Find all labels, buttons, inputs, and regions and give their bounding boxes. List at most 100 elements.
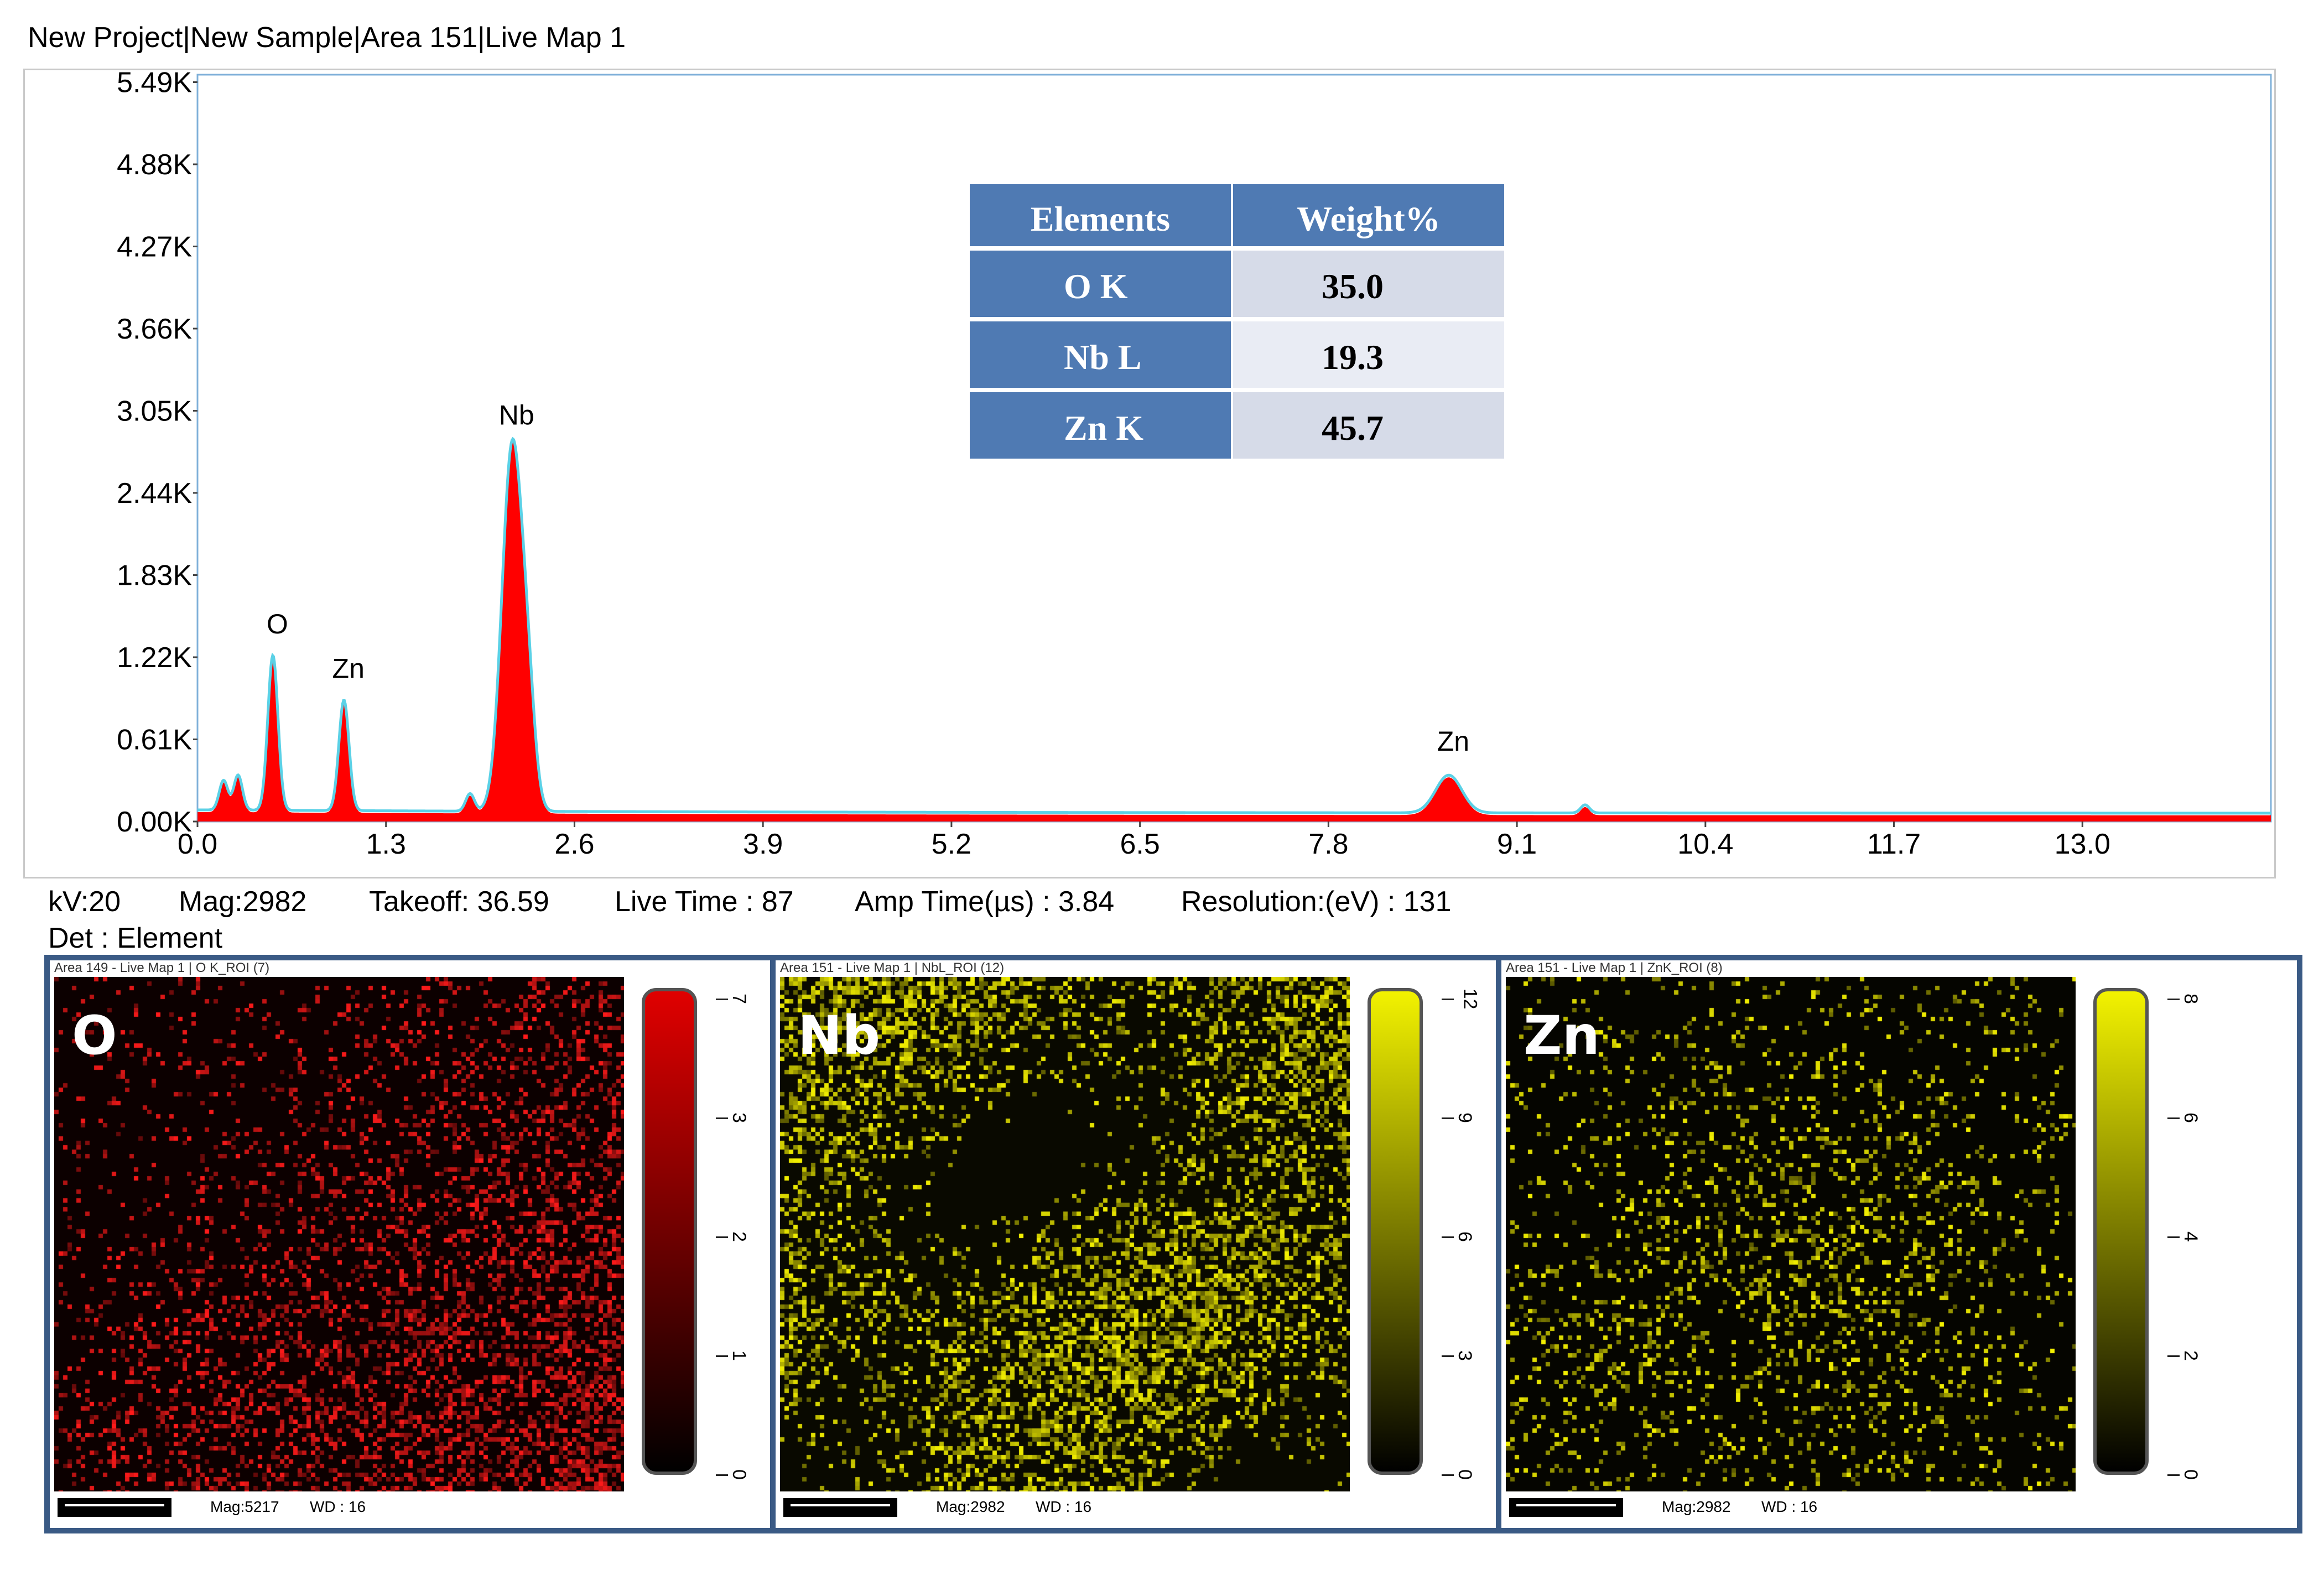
y-tick-label: 3.05K — [117, 396, 192, 428]
y-tick-label: 5.49K — [117, 70, 192, 99]
colorbar-tick-mark — [2167, 1236, 2180, 1238]
scale-bar — [783, 1498, 897, 1517]
element-maps: Area 149 - Live Map 1 | O K_ROI (7) O Ma… — [44, 955, 2302, 1533]
y-tick-label: 0.61K — [117, 724, 192, 756]
colorbar-tick-label: 2 — [2180, 1350, 2201, 1361]
map-element-label: Zn — [1524, 1005, 1600, 1067]
colorbar-tick-mark — [2167, 1355, 2180, 1357]
colorbar — [642, 988, 697, 1475]
table-element-cell — [970, 392, 1231, 459]
spectrum-line — [197, 436, 2271, 815]
colorbar-tick-mark — [716, 1117, 728, 1119]
peak-label: Zn — [1437, 726, 1469, 757]
panel-divider — [1496, 960, 1501, 1528]
map-mag: Mag:2982 — [936, 1498, 1005, 1515]
y-tick-label: 3.66K — [117, 313, 192, 345]
x-tick-label: 2.6 — [554, 828, 594, 860]
colorbar-tick-mark — [1442, 1117, 1454, 1119]
table-element-cell — [970, 251, 1231, 317]
scale-bar — [1509, 1498, 1623, 1517]
map-mag: Mag:2982 — [1662, 1498, 1731, 1515]
spectrum-fill — [197, 441, 2271, 822]
spectrum-panel: 0.00K 0.61K 1.22K 1.83K 2.44K 3.05K 3.66K 4.27K… — [23, 69, 2276, 878]
colorbar-tick-label: 9 — [1454, 1112, 1475, 1123]
colorbar-tick-label: 0 — [728, 1469, 750, 1480]
colorbar — [2093, 988, 2149, 1475]
table-value-text: 35.0 — [1322, 267, 1384, 306]
colorbar-tick-label: 0 — [2180, 1469, 2201, 1480]
map-mag: Mag:5217 — [210, 1498, 279, 1515]
map-wd: WD : 16 — [310, 1498, 366, 1515]
table-header-cell — [970, 184, 1231, 246]
map-panel-nb: Area 151 - Live Map 1 | NbL_ROI (12) Nb … — [776, 960, 1495, 1528]
table-element-text: Zn K — [1064, 408, 1143, 448]
colorbar-tick-mark — [1442, 1236, 1454, 1238]
map-panel-zn: Area 151 - Live Map 1 | ZnK_ROI (8) Zn M… — [1501, 960, 2221, 1528]
metric-takeoff: Takeoff: 36.59 — [369, 886, 549, 918]
colorbar-tick-mark — [2167, 1474, 2180, 1476]
y-tick-label: 4.88K — [117, 149, 192, 181]
table-value-cell — [1233, 321, 1504, 388]
colorbar-tick-label: 3 — [1454, 1350, 1475, 1361]
colorbar-tick-mark — [716, 999, 728, 1000]
y-tick-label: 1.22K — [117, 642, 192, 674]
metric-kv: kV:20 — [48, 886, 121, 918]
table-header-text: Elements — [1031, 199, 1170, 238]
x-tick-label: 13.0 — [2055, 828, 2110, 860]
colorbar-tick-label: 12 — [1459, 988, 1481, 1010]
colorbar-tick-label: 7 — [728, 994, 750, 1004]
table-value-text: 19.3 — [1322, 337, 1384, 377]
panel-divider — [770, 960, 776, 1528]
table-element-cell — [970, 321, 1231, 388]
colorbar-tick-label: 8 — [2180, 994, 2201, 1004]
x-tick-label: 0.0 — [178, 828, 217, 860]
metric-mag: Mag:2982 — [179, 886, 307, 918]
colorbar-tick-label: 3 — [728, 1112, 750, 1123]
y-tick-label: 2.44K — [117, 477, 192, 510]
x-tick-label: 11.7 — [1867, 828, 1921, 860]
metric-detector: Det : Element — [48, 922, 223, 954]
map-panel-o: Area 149 - Live Map 1 | O K_ROI (7) O Ma… — [50, 960, 769, 1528]
colorbar-tick-label: 2 — [728, 1231, 750, 1242]
table-value-cell — [1233, 392, 1504, 459]
metric-amp-time: Amp Time(µs) : 3.84 — [855, 886, 1115, 918]
metric-resolution: Resolution:(eV) : 131 — [1181, 886, 1452, 918]
x-tick-label: 9.1 — [1497, 828, 1537, 860]
map-element-label: Nb — [798, 1005, 881, 1067]
table-element-text: O K — [1064, 267, 1128, 306]
colorbar-tick-mark — [1442, 999, 1454, 1000]
peak-label: Nb — [499, 400, 534, 431]
colorbar-tick-mark — [716, 1236, 728, 1238]
x-tick-label: 1.3 — [366, 828, 406, 860]
map-element-label: O — [72, 1005, 117, 1067]
colorbar-tick-label: 1 — [728, 1350, 750, 1361]
zn-element-map — [1506, 977, 2076, 1491]
colorbar-tick-mark — [1442, 1474, 1454, 1476]
x-tick-label: 5.2 — [932, 828, 971, 860]
scale-bar — [58, 1498, 171, 1517]
colorbar-tick-mark — [1442, 1355, 1454, 1357]
table-header-text: Weight% — [1297, 199, 1441, 238]
map-wd: WD : 16 — [1761, 1498, 1818, 1515]
y-tick-label: 0.00K — [117, 806, 192, 838]
colorbar-tick-mark — [716, 1355, 728, 1357]
colorbar-tick-label: 6 — [1454, 1231, 1475, 1242]
colorbar-tick-mark — [716, 1474, 728, 1476]
map-header: Area 151 - Live Map 1 | NbL_ROI (12) — [780, 960, 1005, 975]
table-element-text: Nb L — [1064, 337, 1142, 377]
x-tick-label: 10.4 — [1677, 828, 1733, 860]
x-tick-label: 6.5 — [1120, 828, 1160, 860]
metric-live-time: Live Time : 87 — [615, 886, 794, 918]
x-tick-label: 7.8 — [1308, 828, 1348, 860]
table-value-text: 45.7 — [1322, 408, 1384, 448]
window-title: New Project|New Sample|Area 151|Live Map… — [28, 22, 626, 54]
table-value-cell — [1233, 251, 1504, 317]
y-tick-label: 4.27K — [117, 231, 192, 263]
colorbar-tick-label: 0 — [1454, 1469, 1475, 1480]
nb-element-map — [780, 977, 1350, 1491]
map-header: Area 149 - Live Map 1 | O K_ROI (7) — [54, 960, 270, 975]
peak-label: O — [267, 609, 288, 640]
colorbar-tick-mark — [2167, 999, 2180, 1000]
colorbar-tick-label: 4 — [2180, 1231, 2201, 1242]
x-tick-label: 3.9 — [743, 828, 783, 860]
